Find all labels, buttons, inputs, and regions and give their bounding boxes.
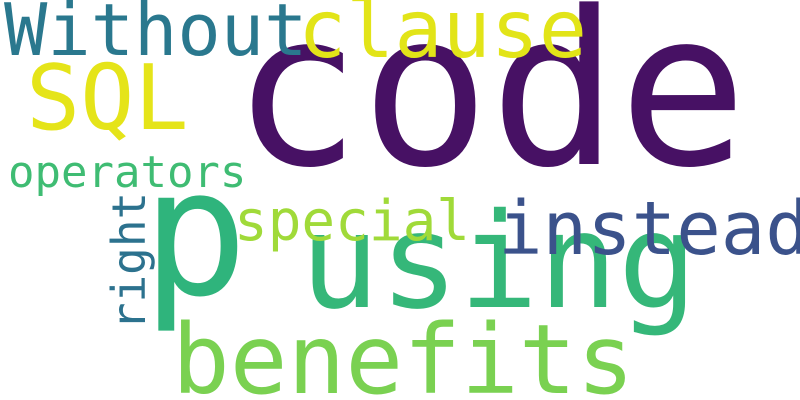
word-without: Without: [4, 0, 308, 72]
word-benefits: benefits: [172, 304, 635, 400]
word-special: special: [234, 189, 471, 254]
word-right: right: [102, 191, 157, 331]
word-p: p: [142, 131, 248, 336]
word-code: code: [232, 0, 748, 215]
word-clause: clause: [298, 0, 587, 76]
word-sql: SQL: [26, 46, 189, 151]
word-using: using: [300, 185, 698, 339]
word-instead: instead: [498, 186, 800, 272]
word-operators: operators: [8, 147, 247, 198]
